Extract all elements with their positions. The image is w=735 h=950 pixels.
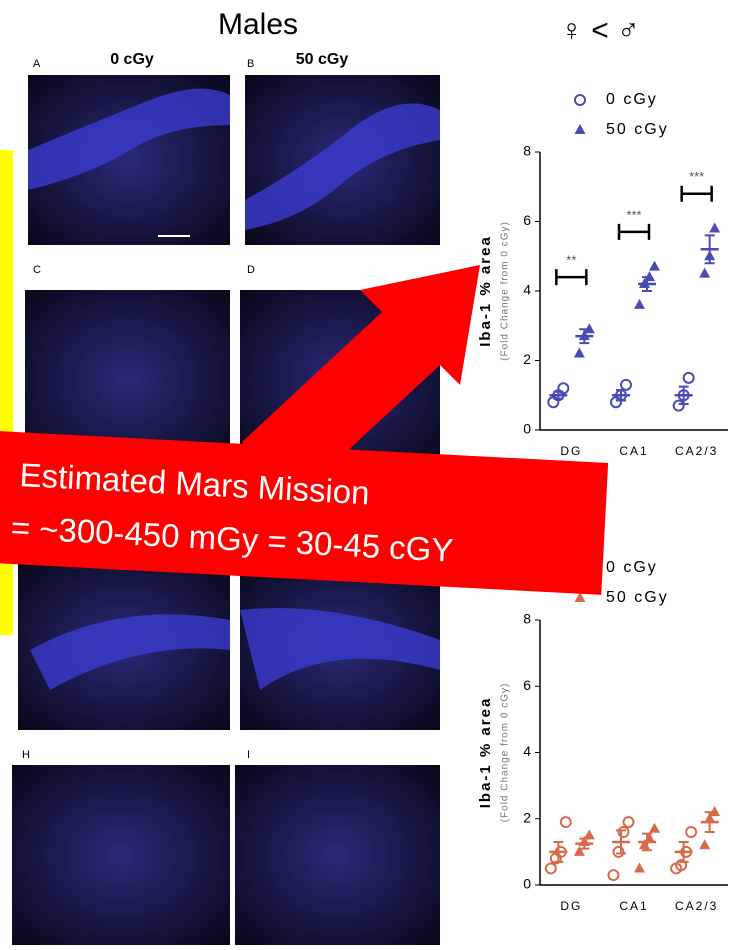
significance-bracket <box>619 224 649 240</box>
significance-label: ** <box>566 253 576 268</box>
title: Males <box>218 8 298 41</box>
x-tick-label: CA2/3 <box>675 899 718 913</box>
panel-label: A <box>33 58 41 70</box>
y-axis-label: Iba-1 % area <box>477 697 494 809</box>
x-tick-label: CA2/3 <box>675 444 718 458</box>
legend-label: 50 cGy <box>606 121 669 138</box>
data-point <box>561 817 571 827</box>
micrograph <box>235 765 440 945</box>
comparison: ♀ < ♂ <box>560 14 639 47</box>
legend-label: 50 cGy <box>606 589 669 606</box>
data-point <box>574 846 585 856</box>
y-tick-label: 8 <box>523 143 531 159</box>
x-tick-label: DG <box>560 899 582 913</box>
data-point <box>709 222 720 232</box>
significance-bracket <box>682 186 712 202</box>
data-point <box>649 823 660 833</box>
significance-label: *** <box>689 169 704 184</box>
y-tick-label: 4 <box>523 743 531 759</box>
panel-label: D <box>247 264 255 276</box>
x-tick-label: DG <box>560 444 582 458</box>
panel-label: C <box>33 264 41 276</box>
data-point <box>699 839 710 849</box>
y-axis-sublabel: (Fold Change from 0 cGy) <box>500 683 511 823</box>
legend-label: 0 cGy <box>606 559 658 576</box>
data-point <box>686 827 696 837</box>
data-point <box>611 397 621 407</box>
dot-plot: 0 2 4 6 8 Iba-1 % area (Fold Change from 0 cGy… <box>477 559 728 913</box>
y-tick-label: 0 <box>523 876 531 892</box>
significance-label: *** <box>626 207 641 222</box>
panel-label: I <box>247 749 250 761</box>
data-point <box>621 380 631 390</box>
y-tick-label: 0 <box>523 421 531 437</box>
data-point <box>624 817 634 827</box>
slide-canvas: Males ♀ < ♂ 0 cGy 50 cGy A B C D H I 0 2 4… <box>0 0 735 950</box>
y-axis-sublabel: (Fold Change from 0 cGy) <box>500 221 511 361</box>
y-tick-label: 4 <box>523 282 531 298</box>
significance-bracket <box>556 269 586 285</box>
y-tick-label: 2 <box>523 351 531 367</box>
y-tick-label: 6 <box>523 212 531 228</box>
column-header: 0 cGy <box>110 51 154 68</box>
panel-label: H <box>22 749 30 761</box>
legend-label: 0 cGy <box>606 91 658 108</box>
data-point <box>634 862 645 872</box>
data-point <box>634 299 645 309</box>
y-tick-label: 2 <box>523 809 531 825</box>
slide: Males ♀ < ♂ 0 cGy 50 cGy A B C D H I 0 2 4… <box>0 0 735 950</box>
panel-label: B <box>247 58 254 70</box>
dot-plot: 0 2 4 6 8 Iba-1 % area (Fold Change from 0 cGy… <box>477 91 728 458</box>
data-point <box>649 261 660 271</box>
y-tick-label: 6 <box>523 677 531 693</box>
data-point <box>684 373 694 383</box>
y-axis-label: Iba-1 % area <box>477 235 494 347</box>
data-point <box>574 348 585 358</box>
y-tick-label: 8 <box>523 611 531 627</box>
data-point <box>546 863 556 873</box>
data-point <box>609 870 619 880</box>
data-point <box>674 401 684 411</box>
legend-marker <box>575 95 585 105</box>
micrograph <box>12 765 230 945</box>
legend-marker <box>575 124 586 134</box>
x-tick-label: CA1 <box>619 899 648 913</box>
x-tick-label: CA1 <box>619 444 648 458</box>
column-header: 50 cGy <box>296 51 349 68</box>
data-point <box>699 268 710 278</box>
